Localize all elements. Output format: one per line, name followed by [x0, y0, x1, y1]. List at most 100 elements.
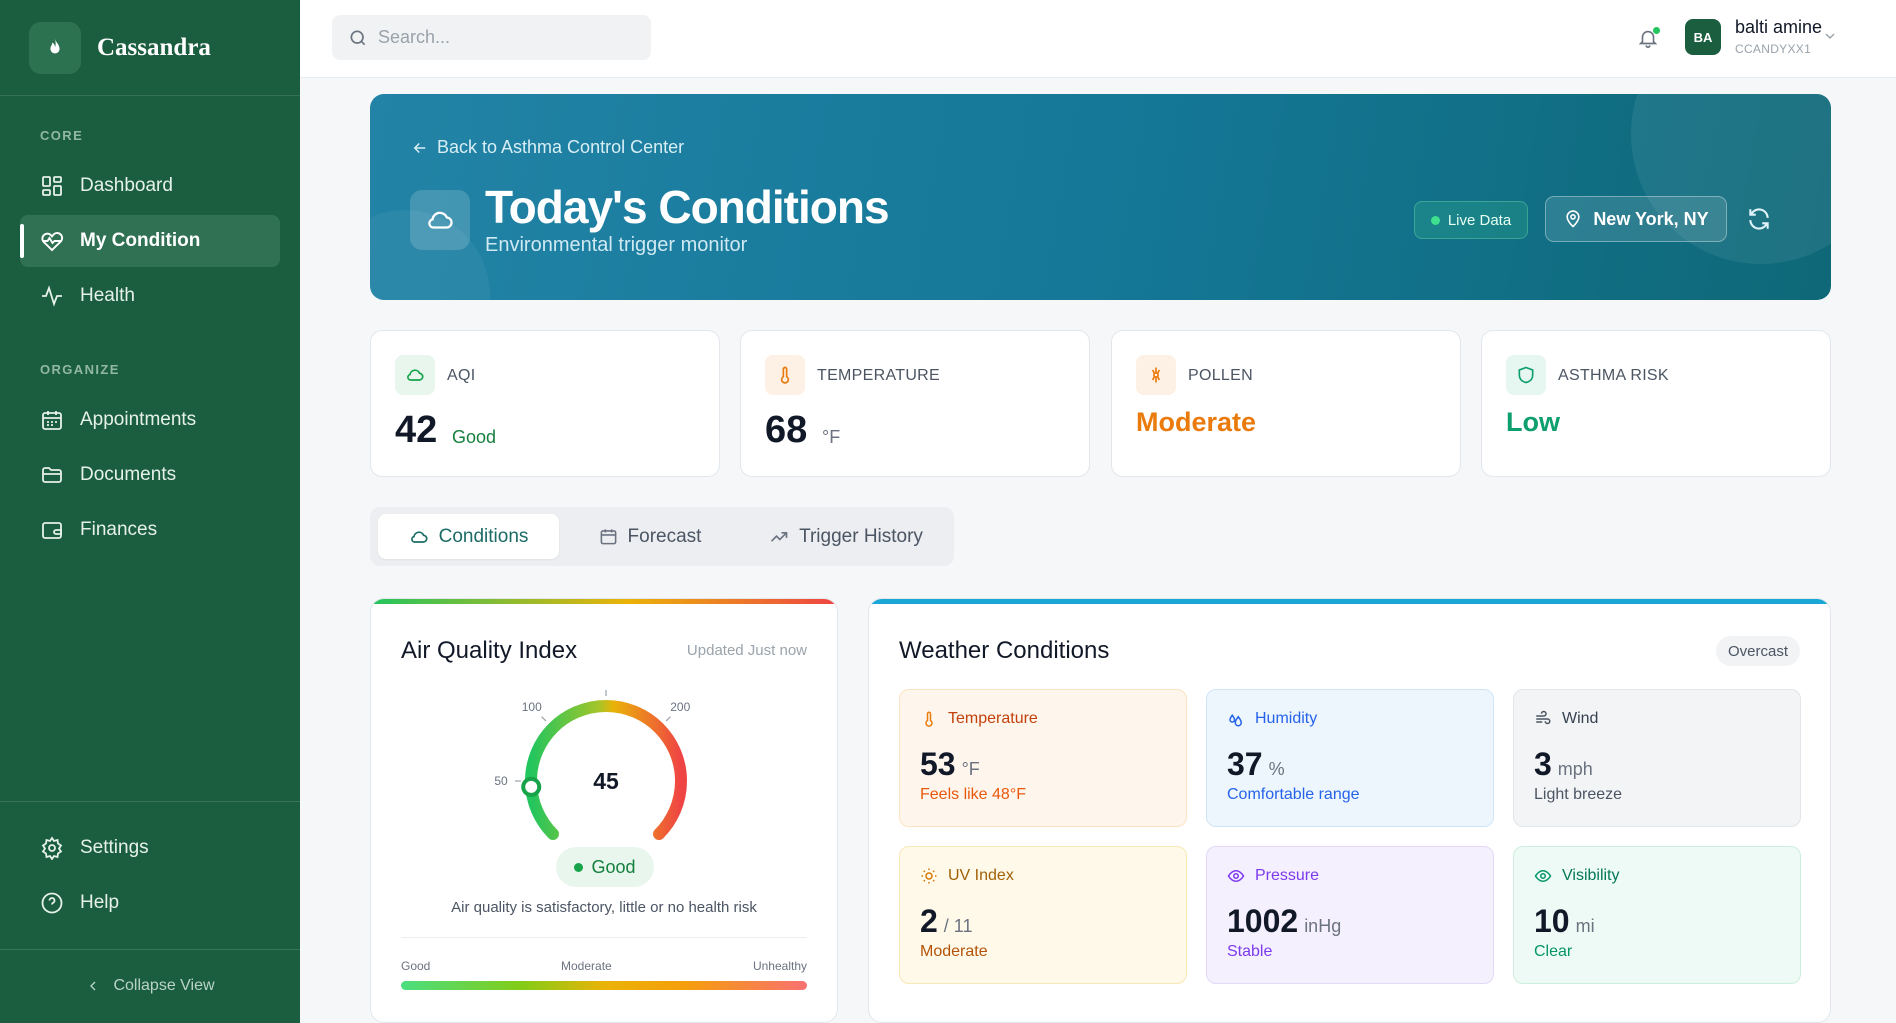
- cloud-icon: [410, 190, 470, 250]
- stat-card-pollen: POLLEN Moderate: [1111, 330, 1461, 477]
- scale-label-moderate: Moderate: [561, 959, 612, 973]
- tile-sub: Comfortable range: [1227, 786, 1360, 803]
- tab-label: Trigger History: [799, 525, 923, 547]
- status-dot: [574, 862, 584, 872]
- sidebar-item-label: Finances: [80, 519, 158, 540]
- tile-unit: °F: [961, 759, 980, 779]
- card-title: Weather Conditions: [899, 637, 1110, 664]
- stat-label: TEMPERATURE: [817, 367, 941, 384]
- sidebar-item-dashboard[interactable]: Dashboard: [20, 160, 280, 212]
- live-data-badge: Live Data: [1414, 201, 1528, 239]
- tile-unit: inHg: [1304, 916, 1342, 936]
- stat-card-temperature: TEMPERATURE 68 °F: [740, 330, 1090, 477]
- stat-label: ASTHMA RISK: [1558, 367, 1669, 384]
- sidebar: Cassandra CORE Dashboard My Condition He…: [0, 0, 300, 1023]
- tab-trigger-history[interactable]: Trigger History: [750, 514, 942, 559]
- search-input[interactable]: [378, 27, 638, 48]
- air-quality-card: Air Quality Index Updated Just now 05010…: [370, 598, 838, 1023]
- eye-icon: [1534, 869, 1552, 883]
- cloud-icon: [395, 355, 435, 395]
- stat-value: Low: [1506, 407, 1560, 437]
- folder-icon: [42, 467, 62, 483]
- search-box[interactable]: [332, 15, 651, 60]
- chevron-left-icon: [90, 981, 96, 991]
- sidebar-item-my-condition[interactable]: My Condition: [20, 215, 280, 267]
- tile-value: 37%: [1227, 746, 1285, 783]
- tile-sub: Moderate: [920, 943, 988, 960]
- tile-unit: mph: [1557, 759, 1593, 779]
- tab-forecast[interactable]: Forecast: [570, 514, 730, 559]
- gear-icon: [41, 836, 63, 860]
- refresh-icon[interactable]: [1746, 206, 1772, 232]
- gauge-tick-label: 150: [596, 681, 616, 683]
- activity-icon: [42, 285, 62, 307]
- user-name[interactable]: balti amine: [1735, 17, 1823, 37]
- sidebar-divider: [0, 949, 300, 950]
- tile-number: 1002: [1227, 903, 1299, 939]
- gauge-tick-label: 200: [670, 700, 690, 714]
- scale-label-good: Good: [401, 959, 431, 973]
- sidebar-item-label: Dashboard: [80, 175, 173, 196]
- stat-sub: Good: [452, 427, 497, 447]
- view-tabs: Conditions Forecast Trigger History: [370, 507, 954, 566]
- calendar-icon: [600, 529, 616, 545]
- user-id: CCANDYXX1: [1735, 42, 1812, 56]
- weather-tile-humidity: Humidity 37% Comfortable range: [1206, 689, 1494, 827]
- sidebar-item-finances[interactable]: Finances: [20, 504, 280, 556]
- tile-value: 3 mph: [1534, 746, 1593, 783]
- weather-summary-badge: Overcast: [1715, 636, 1800, 666]
- sidebar-item-label: Documents: [80, 464, 177, 485]
- tile-label: Pressure: [1255, 867, 1320, 884]
- thermometer-icon: [765, 355, 805, 395]
- stat-card-asthma-risk: ASTHMA RISK Low: [1481, 330, 1831, 477]
- tile-label: Humidity: [1255, 710, 1318, 727]
- tile-label: Wind: [1562, 710, 1599, 727]
- gauge-value: 45: [593, 768, 619, 794]
- tile-header: Humidity: [1227, 710, 1317, 728]
- location-button[interactable]: New York, NY: [1545, 196, 1727, 242]
- tile-value: 53 °F: [920, 746, 980, 783]
- arrow-left-icon: [413, 142, 426, 153]
- tile-value: 1002 inHg: [1227, 903, 1341, 940]
- dashboard-grid-icon: [42, 176, 62, 196]
- heart-pulse-icon: [41, 232, 64, 252]
- flower-icon: [1136, 355, 1176, 395]
- sidebar-item-appointments[interactable]: Appointments: [20, 394, 280, 446]
- stat-value: Moderate: [1136, 407, 1257, 437]
- trending-up-icon: [770, 531, 788, 542]
- gauge-tick-label: 100: [522, 700, 542, 714]
- back-link[interactable]: Back to Asthma Control Center: [411, 137, 684, 158]
- sidebar-item-label: Settings: [80, 837, 149, 858]
- bell-icon: [1638, 30, 1658, 48]
- avatar[interactable]: BA: [1685, 19, 1721, 55]
- notifications-button[interactable]: [1634, 24, 1662, 52]
- sidebar-item-health[interactable]: Health: [20, 270, 280, 322]
- brand[interactable]: Cassandra: [0, 0, 300, 96]
- stat-label: AQI: [447, 367, 476, 384]
- stat-value: 42: [395, 409, 438, 451]
- tile-sub: Feels like 48°F: [920, 786, 1026, 803]
- stat-card-aqi: AQI 42 Good: [370, 330, 720, 477]
- sun-icon: [921, 868, 937, 884]
- aqi-gauge: 050100150200300 45: [494, 681, 691, 841]
- live-indicator-dot: [1430, 215, 1440, 225]
- updated-text: Updated Just now: [686, 642, 807, 659]
- sidebar-item-settings[interactable]: Settings: [20, 822, 280, 874]
- flame-logo-icon: [29, 21, 81, 74]
- tile-header: Temperature: [920, 710, 1038, 728]
- tile-sub: Stable: [1227, 943, 1273, 960]
- top-bar: BA balti amine CCANDYXX1: [300, 0, 1896, 78]
- thermometer-icon: [925, 711, 933, 727]
- tile-unit: %: [1268, 759, 1285, 779]
- tile-value: 2/ 11: [920, 903, 972, 940]
- shield-icon: [1506, 355, 1546, 395]
- cloud-icon: [410, 530, 428, 543]
- sidebar-item-help[interactable]: Help: [20, 877, 280, 929]
- collapse-view-button[interactable]: Collapse View: [0, 949, 300, 1023]
- conditions-hero: Back to Asthma Control Center Today's Co…: [370, 94, 1831, 300]
- chevron-down-icon[interactable]: [1822, 28, 1838, 44]
- aqi-status-badge: Good: [556, 847, 654, 887]
- aqi-scale-bar: [401, 981, 807, 990]
- sidebar-item-documents[interactable]: Documents: [20, 449, 280, 501]
- tab-conditions[interactable]: Conditions: [378, 514, 559, 559]
